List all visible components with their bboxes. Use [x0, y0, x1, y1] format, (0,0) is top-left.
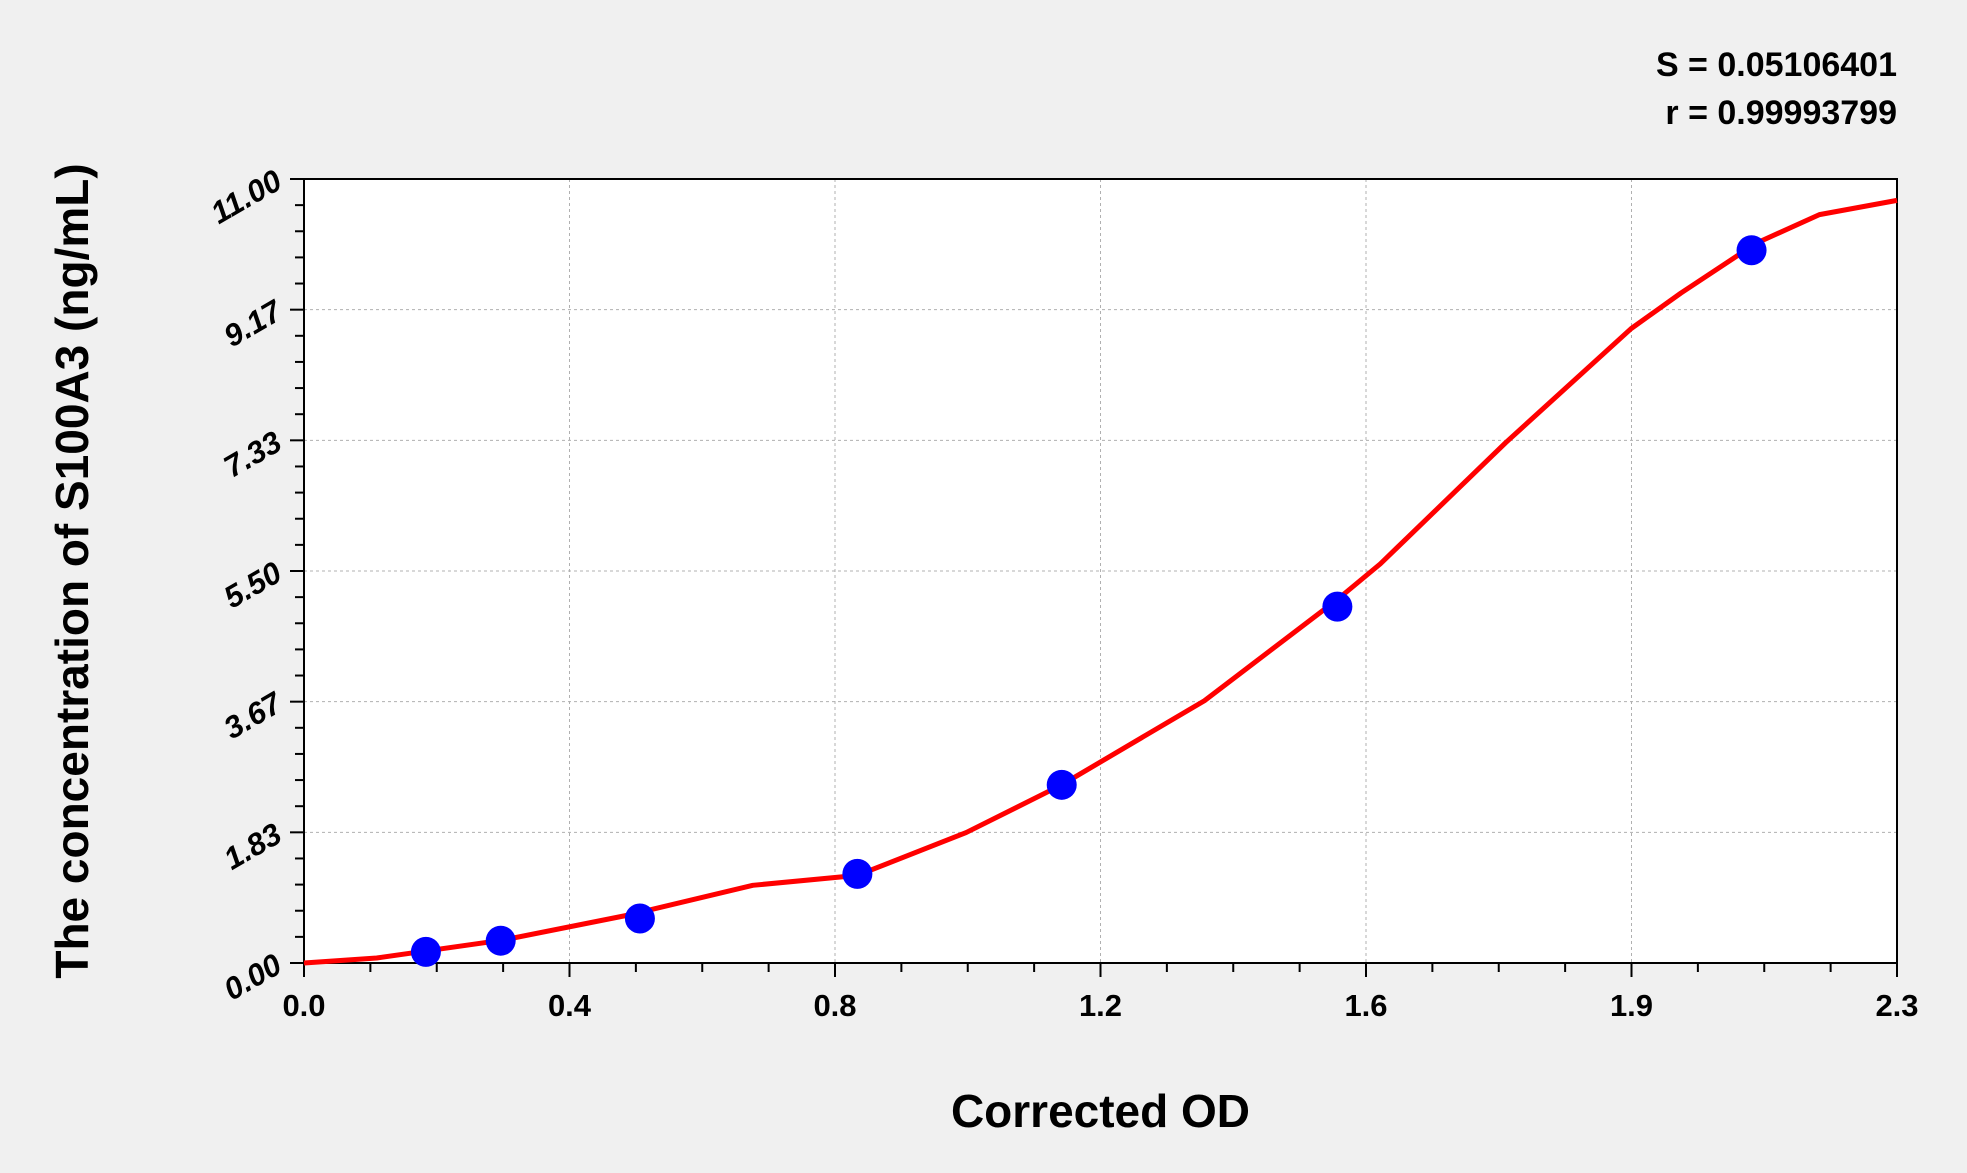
data-point: [485, 925, 516, 956]
y-tick-label: 9.17: [218, 293, 289, 354]
y-tick-label: 7.33: [218, 424, 288, 484]
x-tick-label: 1.2: [1079, 988, 1122, 1023]
x-tick-label: 1.9: [1610, 988, 1653, 1023]
x-tick-label: 2.3: [1875, 988, 1918, 1023]
data-point: [1736, 235, 1767, 266]
r-value-annotation: r = 0.99993799: [1665, 94, 1897, 132]
data-point: [842, 858, 873, 889]
y-axis-label: The concentration of S100A3 (ng/mL): [46, 163, 98, 978]
data-point: [1322, 591, 1353, 622]
y-tick-label: 0.00: [218, 947, 288, 1007]
x-axis-label: Corrected OD: [951, 1085, 1250, 1137]
data-point: [410, 936, 441, 967]
fit-curve: [303, 197, 1898, 966]
y-tick-label: 11.00: [205, 163, 288, 231]
y-tick-label: 1.83: [218, 816, 288, 876]
x-tick-label: 0.8: [813, 988, 856, 1023]
data-point: [624, 903, 655, 934]
y-tick-label: 3.67: [218, 685, 289, 746]
s-value-annotation: S = 0.05106401: [1656, 46, 1897, 84]
data-point: [1046, 769, 1077, 800]
y-tick-label: 5.50: [218, 555, 288, 615]
x-tick-label: 0.4: [548, 988, 592, 1023]
x-tick-label: 0.0: [282, 988, 325, 1023]
x-tick-label: 1.6: [1344, 988, 1387, 1023]
